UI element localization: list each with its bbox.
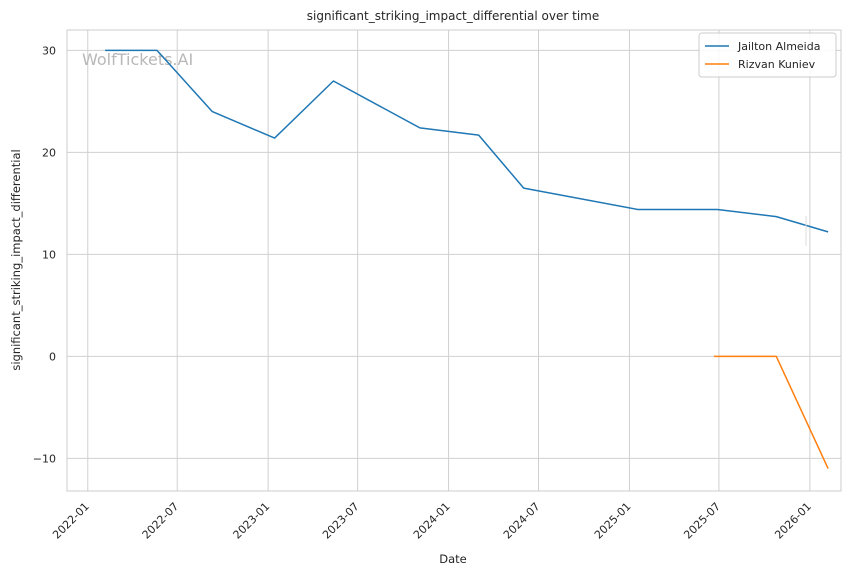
y-tick-label: 30 [42, 44, 56, 57]
series-line-jailton-almeida [105, 49, 829, 233]
plot-frame [66, 29, 842, 492]
y-tick-labels: −10 0 10 20 30 [33, 44, 56, 465]
series-layer [105, 49, 829, 469]
watermark-text: WolfTickets.AI [82, 50, 193, 69]
legend-label-rizvan: Rizvan Kuniev [738, 58, 816, 71]
legend-box [698, 32, 837, 78]
legend: Jailton Almeida Rizvan Kuniev [698, 32, 837, 78]
y-tick-label: 0 [49, 350, 56, 363]
legend-label-jailton: Jailton Almeida [737, 40, 820, 53]
series-line-rizvan-kuniev [714, 355, 829, 469]
y-tick-label: 10 [42, 248, 56, 261]
y-tick-label: −10 [33, 452, 56, 465]
y-tick-label: 20 [42, 146, 56, 159]
x-gridlines [87, 30, 811, 491]
x-axis-label: Date [439, 552, 467, 566]
chart-title: significant_striking_impact_differential… [307, 9, 599, 23]
y-axis-label: significant_striking_impact_differential [9, 149, 23, 370]
